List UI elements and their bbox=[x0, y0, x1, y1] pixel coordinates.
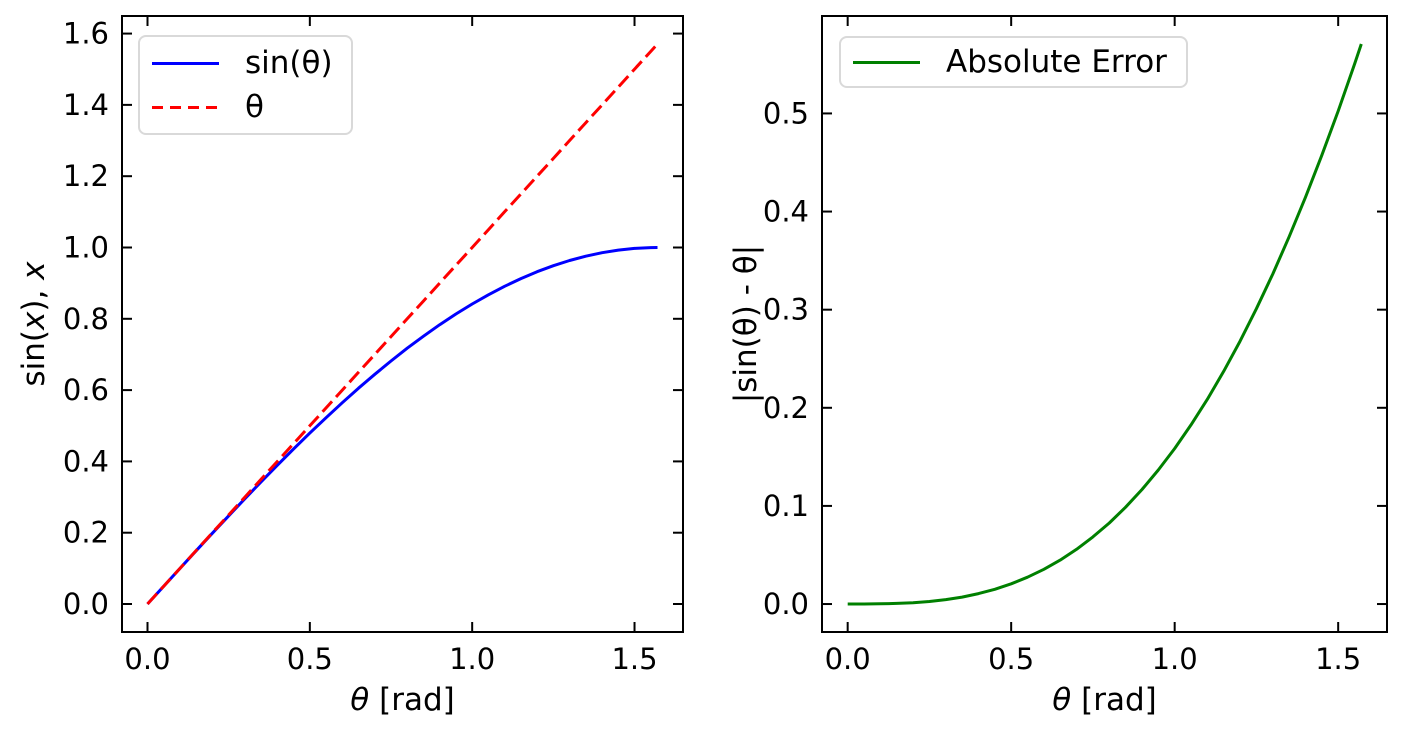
series-line-1 bbox=[146, 42, 659, 606]
tick-label: 1.0 bbox=[1152, 642, 1198, 676]
legend-right: Absolute Error bbox=[839, 36, 1188, 88]
tick-label: 0.4 bbox=[63, 444, 109, 478]
tick-label: 1.5 bbox=[1315, 642, 1361, 676]
tick-label: 0.0 bbox=[825, 642, 871, 676]
left-subplot: 0.0 0.5 1.0 1.5 0.0 0.2 0.4 0.6 0.8 1.0 1.2 1.4 1.6 bbox=[63, 15, 684, 676]
tick-label: 0.1 bbox=[763, 489, 809, 523]
tick-label: 1.6 bbox=[63, 17, 109, 51]
left-axes-frame bbox=[121, 15, 684, 633]
left-series-group bbox=[146, 42, 659, 606]
series-line-0 bbox=[146, 246, 658, 606]
right-subplot: 0.0 0.5 1.0 1.5 0.0 0.1 0.2 0.3 0.4 0.5 bbox=[763, 15, 1388, 676]
tick-label: 0.2 bbox=[63, 516, 109, 550]
legend-left: sin(θ) θ bbox=[138, 35, 353, 135]
right-series-group bbox=[847, 43, 1363, 606]
right-ticks-group: 0.0 0.5 1.0 1.5 0.0 0.1 0.2 0.3 0.4 0.5 bbox=[763, 16, 1387, 676]
legend-item: Absolute Error bbox=[841, 44, 1186, 80]
tick-label: 0.8 bbox=[63, 302, 109, 336]
legend-line-sample-theta bbox=[152, 105, 219, 109]
tick-label: 0.0 bbox=[124, 642, 170, 676]
right-axes-frame bbox=[821, 15, 1388, 633]
x-axis-label-right: θ [rad] bbox=[1052, 682, 1157, 718]
tick-label: 0.5 bbox=[988, 642, 1034, 676]
tick-label: 0.2 bbox=[763, 391, 809, 425]
legend-line-sample-sin bbox=[152, 61, 219, 65]
left-ticks-group: 0.0 0.5 1.0 1.5 0.0 0.2 0.4 0.6 0.8 1.0 1.2 1.4 1.6 bbox=[63, 16, 683, 676]
legend-label-error: Absolute Error bbox=[946, 44, 1167, 80]
tick-label: 0.4 bbox=[763, 195, 809, 229]
tick-label: 0.3 bbox=[763, 293, 809, 327]
tick-label: 0.0 bbox=[63, 587, 109, 621]
tick-label: 0.6 bbox=[63, 373, 109, 407]
tick-label: 0.5 bbox=[287, 642, 333, 676]
tick-label: 0.0 bbox=[763, 587, 809, 621]
tick-label: 1.2 bbox=[63, 159, 109, 193]
series-line-0 bbox=[847, 43, 1363, 606]
tick-label: 0.5 bbox=[763, 96, 809, 130]
tick-label: 1.0 bbox=[63, 230, 109, 264]
y-axis-label-left: sin(x), x bbox=[16, 261, 52, 387]
legend-label-theta: θ bbox=[245, 89, 264, 125]
tick-label: 1.5 bbox=[611, 642, 657, 676]
x-axis-label-left: θ [rad] bbox=[350, 682, 455, 718]
legend-label-sin: sin(θ) bbox=[245, 45, 333, 81]
legend-line-sample-error bbox=[853, 60, 920, 64]
y-axis-label-right: |sin(θ) - θ| bbox=[728, 244, 764, 404]
legend-item: θ bbox=[140, 89, 351, 125]
tick-label: 1.4 bbox=[63, 88, 109, 122]
legend-item: sin(θ) bbox=[140, 45, 351, 81]
tick-label: 1.0 bbox=[449, 642, 495, 676]
